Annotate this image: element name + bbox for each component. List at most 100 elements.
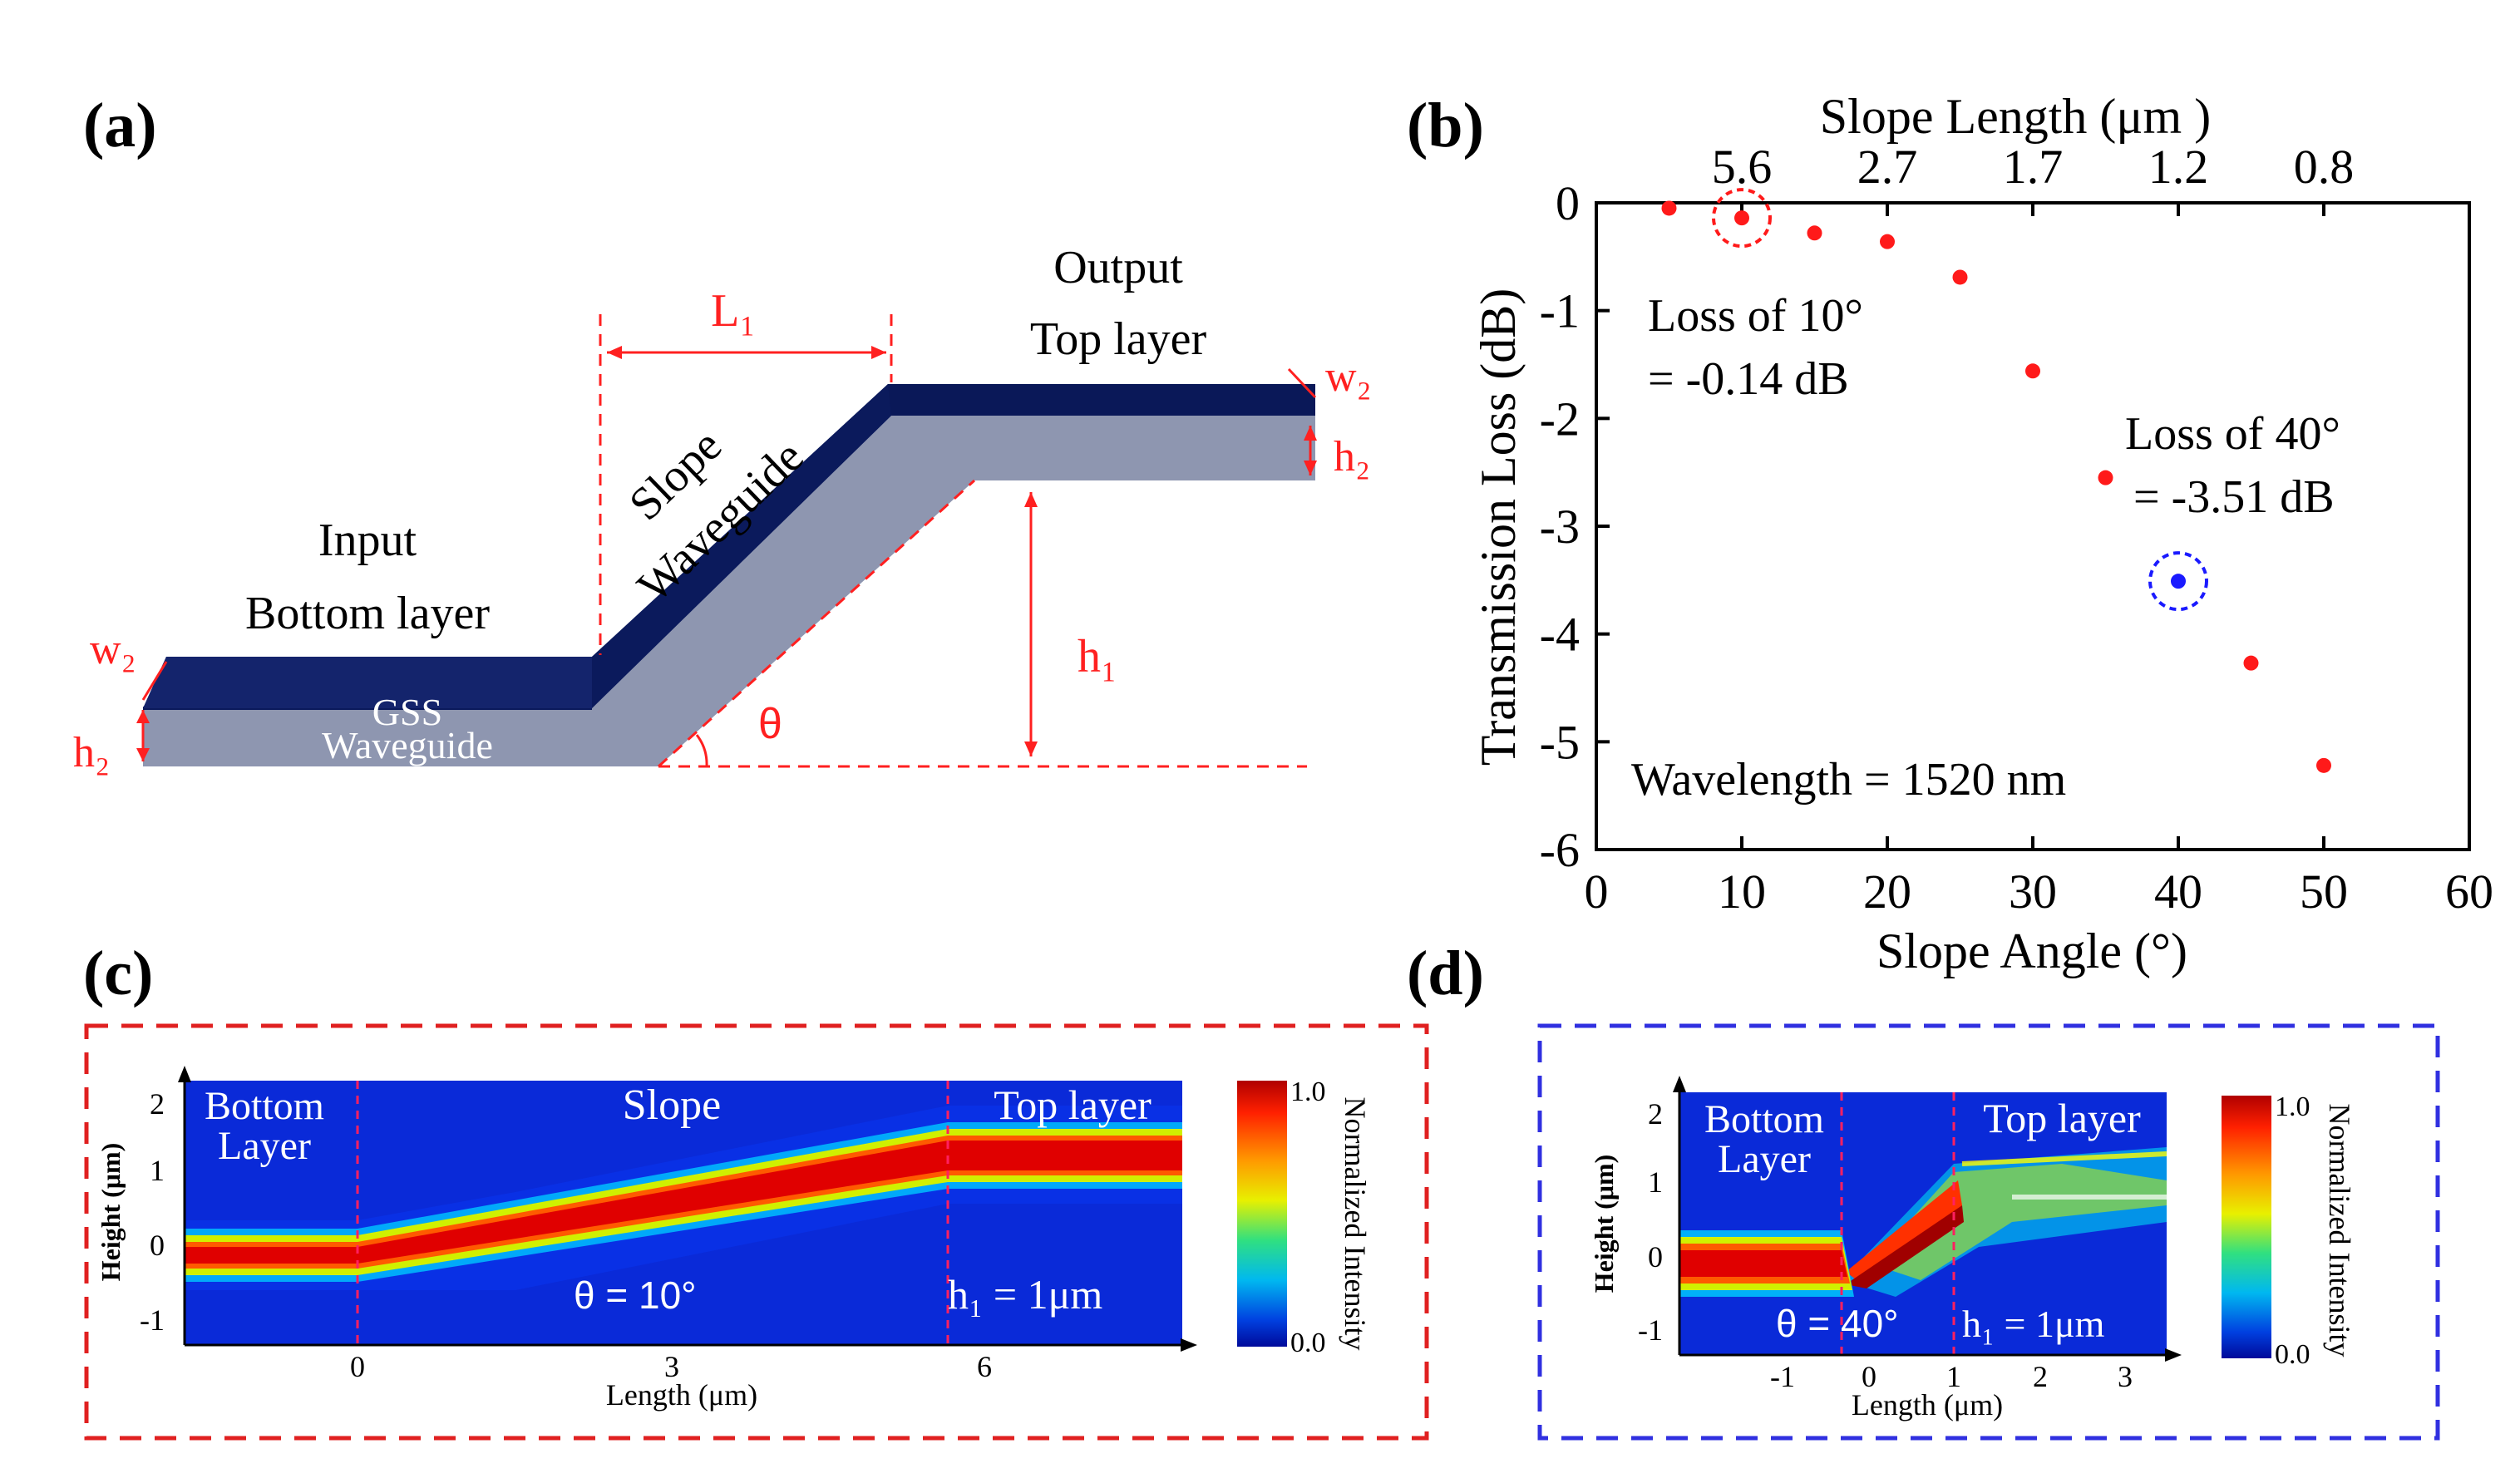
panel-d-xtick-3: 3: [2118, 1360, 2133, 1393]
chart-xlabel: Slope Angle (°): [1876, 924, 2187, 978]
chart-point: [2098, 470, 2113, 485]
annotation-loss-10-line2: = -0.14 dB: [1648, 353, 1849, 405]
panel-d-xtick-2: 2: [2033, 1360, 2048, 1393]
chart-ytick-label: -3: [1540, 500, 1580, 554]
waveguide-side-face: [143, 416, 1315, 766]
chart-points: [1661, 200, 2331, 773]
annotation-loss-40-line2: = -3.51 dB: [2133, 471, 2335, 523]
chart-point: [2316, 757, 2331, 773]
panel-d-xtick-0: 0: [1862, 1360, 1876, 1393]
chart-xtick-label: 50: [2300, 865, 2348, 919]
panel-c-ytick-1: 1: [150, 1154, 165, 1187]
chart-xtick-label: 30: [2009, 865, 2057, 919]
panel-c-colorbar-max: 1.0: [1290, 1077, 1326, 1107]
h1-label: h₁: [1078, 631, 1117, 682]
chart-ytick-label: -5: [1540, 715, 1580, 769]
theta-label: θ: [758, 700, 782, 748]
panel-c-xlabel: Length (μm): [606, 1378, 757, 1412]
schematic-panel: Output Top layer Input Bottom layer Slop…: [73, 242, 1372, 776]
panel-c-colorbar-min: 0.0: [1290, 1328, 1326, 1358]
chart-point: [2243, 655, 2259, 671]
h2-left-label: h₂: [73, 729, 110, 776]
chart-point: [1734, 210, 1749, 226]
panel-d-theta-text: θ = 40°: [1776, 1302, 1899, 1345]
panel-c-h1-text: h₁ = 1μm: [948, 1271, 1102, 1318]
chart-top-tick-label: 2.7: [1857, 140, 1918, 194]
panel-d-top-layer-label: Top layer: [1983, 1095, 2141, 1141]
chart-xtick-label: 20: [1863, 865, 1911, 919]
panel-d-colorbar: [2222, 1096, 2271, 1358]
panel-d-dashed-box: [1537, 1023, 2440, 1441]
field-map-panel-d: Bottom Layer Top layer θ = 40° h₁ = 1μm …: [1537, 1023, 2440, 1441]
chart-xtick-label: 40: [2154, 865, 2202, 919]
panel-d-ylabel: Height (μm): [1589, 1155, 1619, 1293]
annotation-wavelength: Wavelength = 1520 nm: [1631, 754, 2066, 806]
panel-d-xlabel: Length (μm): [1852, 1388, 2003, 1421]
panel-d-colorbar-max: 1.0: [2275, 1091, 2310, 1122]
panel-d-ytick-1: 1: [1648, 1165, 1663, 1199]
chart-point: [2025, 363, 2040, 379]
chart-ytick-label: -4: [1540, 608, 1580, 662]
chart-highlights: [1712, 188, 2208, 612]
panel-d-h1-text: h₁ = 1μm: [1962, 1303, 2105, 1345]
chart-point: [1661, 200, 1677, 216]
annotation-loss-40-line1: Loss of 40°: [2125, 408, 2340, 460]
panel-d-colorbar-label: Normalized Intensity: [2323, 1104, 2356, 1357]
chart-xtick-label: 10: [1718, 865, 1766, 919]
gss-label: GSS: [372, 691, 442, 733]
chart-ytick-label: -6: [1540, 823, 1580, 877]
panel-d-ytick-m1: -1: [1638, 1313, 1663, 1347]
loss-chart: Slope Length (μm ) 5.6 2.7 1.7 1.2 0.8 0 10 20…: [1471, 89, 2493, 978]
chart-ytick-label: 0: [1556, 176, 1580, 230]
panel-label-a: (a): [83, 91, 157, 160]
gss-waveguide-label: Waveguide: [322, 724, 493, 766]
chart-top-tick-label: 0.8: [2294, 140, 2355, 194]
panel-d-xtick-m1: -1: [1770, 1360, 1795, 1393]
chart-highlight-circle: [2148, 551, 2208, 612]
chart-top-axis-title: Slope Length (μm ): [1820, 89, 2211, 144]
panel-c-bottom-label-1: Bottom: [205, 1084, 324, 1128]
panel-label-d: (d): [1407, 939, 1484, 1008]
panel-c-slope-label: Slope: [623, 1081, 721, 1129]
panel-c-colorbar: [1237, 1081, 1287, 1347]
panel-c-ytick-2: 2: [150, 1087, 165, 1121]
output-label: Output: [1053, 242, 1183, 293]
panel-c-top-layer-label: Top layer: [994, 1081, 1152, 1128]
panel-label-c: (c): [83, 939, 153, 1008]
panel-d-colorbar-min: 0.0: [2275, 1339, 2310, 1370]
panel-c-bottom-label-2: Layer: [218, 1124, 311, 1168]
chart-point: [2171, 574, 2186, 589]
w2-right-label: w₂: [1325, 353, 1372, 401]
panel-c-xtick-6: 6: [977, 1350, 992, 1383]
chart-point: [1952, 269, 1968, 285]
panel-c-ytick-0: 0: [150, 1229, 165, 1262]
top-layer-label: Top layer: [1030, 313, 1207, 365]
chart-xtick-label: 60: [2445, 865, 2493, 919]
chart-ytick-label: -1: [1540, 284, 1580, 338]
field-map-panel-c: Bottom Layer Slope Top layer θ = 10° h₁ …: [84, 1023, 1429, 1441]
panel-c-dashed-box: [84, 1023, 1429, 1441]
chart-top-tick-label: 1.2: [2148, 140, 2209, 194]
chart-xtick-label: 0: [1585, 865, 1609, 919]
chart-ticks: 0 10 20 30 40 50 60 0 -1 -2 -3 -4 -5 -6: [1540, 176, 2493, 919]
chart-point: [1880, 234, 1895, 249]
chart-top-tick-label: 5.6: [1712, 140, 1773, 194]
panel-d-xtick-1: 1: [1946, 1360, 1961, 1393]
panel-label-b: (b): [1407, 91, 1484, 160]
schematic-dimension-lines: [141, 314, 1317, 768]
l1-label: L₁: [711, 285, 756, 337]
panel-d-ytick-2: 2: [1648, 1097, 1663, 1131]
panel-c-theta-text: θ = 10°: [574, 1274, 697, 1317]
panel-d-bottom-label-1: Bottom: [1704, 1097, 1824, 1141]
panel-c-colorbar-label: Normalized Intensity: [1339, 1097, 1372, 1351]
panel-d-ytick-0: 0: [1648, 1240, 1663, 1274]
chart-ylabel: Transmission Loss (dB): [1471, 288, 1526, 766]
panel-c-ylabel: Height (μm): [96, 1143, 126, 1282]
w2-left-label: w₂: [90, 626, 136, 673]
panel-c-xtick-0: 0: [350, 1350, 365, 1383]
chart-ytick-label: -2: [1540, 392, 1580, 446]
chart-highlight-circle: [1712, 188, 1772, 249]
panel-d-bottom-label-2: Layer: [1718, 1137, 1811, 1181]
annotation-loss-10-line1: Loss of 10°: [1648, 290, 1863, 342]
panel-c-ytick-m1: -1: [140, 1303, 165, 1337]
